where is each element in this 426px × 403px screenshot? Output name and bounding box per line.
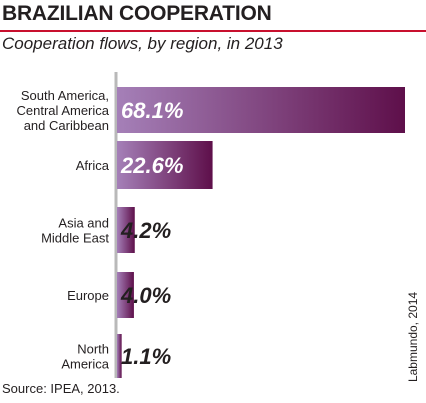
value-label-3: 4.0%: [120, 283, 171, 308]
chart-title: BRAZILIAN COOPERATION: [2, 2, 272, 25]
category-label-3: Europe: [67, 288, 109, 303]
title-rule: [0, 30, 426, 32]
value-label-2: 4.2%: [120, 218, 171, 243]
credit-note: Labmundo, 2014: [406, 291, 420, 383]
category-label-4: North America: [61, 342, 109, 372]
bar-4: [117, 334, 122, 378]
chart-subtitle: Cooperation flows, by region, in 2013: [2, 34, 283, 53]
value-label-1: 22.6%: [120, 153, 183, 178]
category-label-2: Asia and Middle East: [41, 216, 109, 246]
bar-2: [117, 207, 135, 253]
bar-0: [117, 87, 405, 133]
value-label-4: 1.1%: [121, 344, 171, 369]
category-label-1: Africa: [76, 158, 110, 173]
bar-1: [117, 141, 213, 189]
value-label-0: 68.1%: [121, 98, 183, 123]
category-label-0: South America, Central America and Caribbe…: [17, 88, 110, 133]
bar-3: [117, 272, 134, 318]
source-note: Source: IPEA, 2013.: [2, 381, 120, 396]
